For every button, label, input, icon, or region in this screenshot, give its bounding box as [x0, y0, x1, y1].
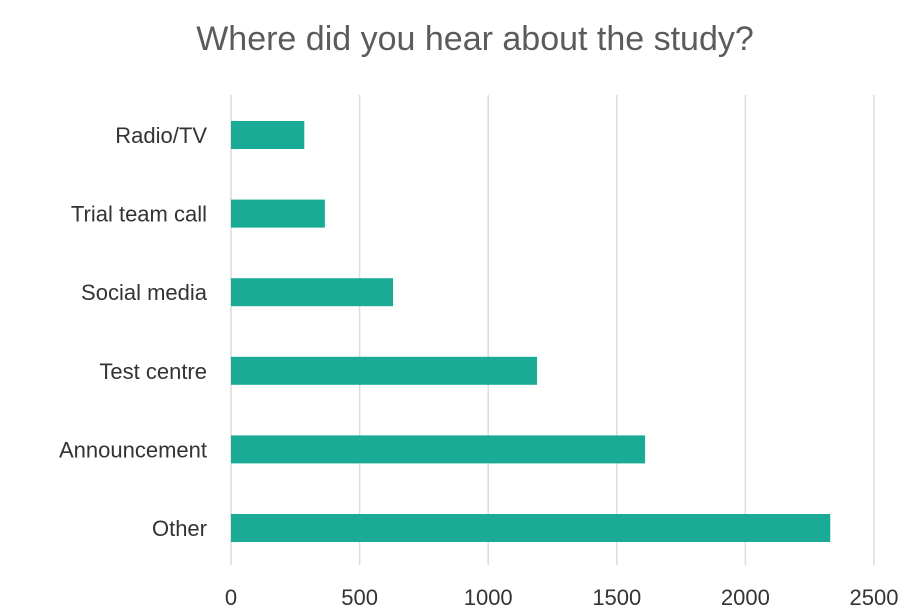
bar: [231, 514, 831, 542]
category-label: Other: [152, 516, 207, 541]
bar: [231, 121, 305, 149]
category-label: Social media: [81, 280, 208, 305]
category-label: Announcement: [59, 437, 207, 462]
chart-title: Where did you hear about the study?: [196, 20, 754, 58]
x-tick-label: 500: [341, 585, 378, 610]
bar: [231, 435, 646, 464]
x-tick-label: 2000: [721, 585, 770, 610]
x-tick-label: 1000: [464, 585, 513, 610]
bars: [231, 121, 831, 542]
category-label: Test centre: [99, 359, 207, 384]
x-tick-label: 1500: [592, 585, 641, 610]
category-label: Trial team call: [71, 202, 207, 227]
category-label: Radio/TV: [115, 123, 207, 148]
gridlines: [230, 95, 875, 565]
x-axis-tick-labels: 0 500 1000 1500 2000 2500: [225, 585, 899, 610]
x-tick-label: 0: [225, 585, 237, 610]
x-tick-label: 2500: [850, 585, 899, 610]
category-labels: Radio/TV Trial team call Social media Test …: [59, 123, 208, 541]
bar: [231, 356, 538, 385]
bar: [231, 278, 394, 307]
bar: [231, 199, 325, 228]
